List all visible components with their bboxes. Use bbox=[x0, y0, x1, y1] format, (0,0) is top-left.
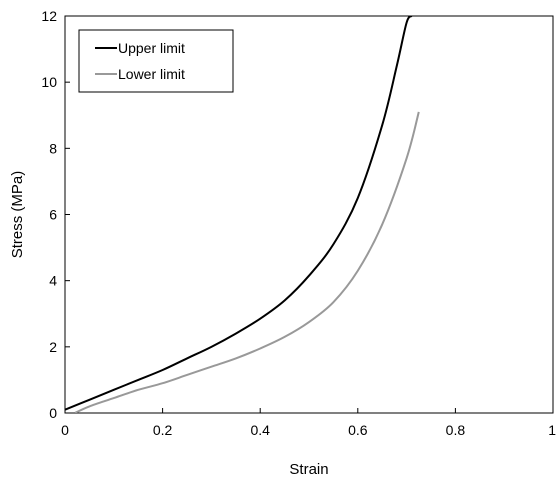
x-axis: 0 0.2 0.4 0.6 0.8 1 bbox=[61, 408, 556, 438]
legend-label-lower-limit: Lower limit bbox=[118, 66, 185, 82]
x-tick-label: 0.8 bbox=[446, 422, 466, 438]
x-tick-label: 1 bbox=[548, 422, 556, 438]
x-axis-title: Strain bbox=[289, 461, 328, 478]
y-axis: 0 2 4 6 8 10 12 bbox=[41, 8, 70, 421]
y-tick-label: 6 bbox=[49, 207, 57, 223]
y-tick-label: 12 bbox=[41, 8, 57, 24]
series-line-upper-limit bbox=[65, 16, 413, 411]
y-tick-label: 10 bbox=[41, 74, 57, 90]
y-tick-label: 4 bbox=[49, 273, 57, 289]
y-axis-title: Stress (MPa) bbox=[9, 171, 26, 259]
legend: Upper limit Lower limit bbox=[78, 29, 234, 93]
y-tick-label: 0 bbox=[49, 405, 57, 421]
x-tick-label: 0.2 bbox=[153, 422, 173, 438]
y-tick-label: 2 bbox=[49, 339, 57, 355]
legend-box bbox=[78, 29, 234, 93]
x-tick-label: 0.6 bbox=[348, 422, 368, 438]
x-tick-label: 0.4 bbox=[250, 422, 270, 438]
y-tick-label: 8 bbox=[49, 140, 57, 156]
x-tick-label: 0 bbox=[61, 422, 69, 438]
legend-label-upper-limit: Upper limit bbox=[118, 40, 185, 56]
series-layer bbox=[65, 16, 420, 413]
series-line-lower-limit bbox=[74, 111, 420, 413]
